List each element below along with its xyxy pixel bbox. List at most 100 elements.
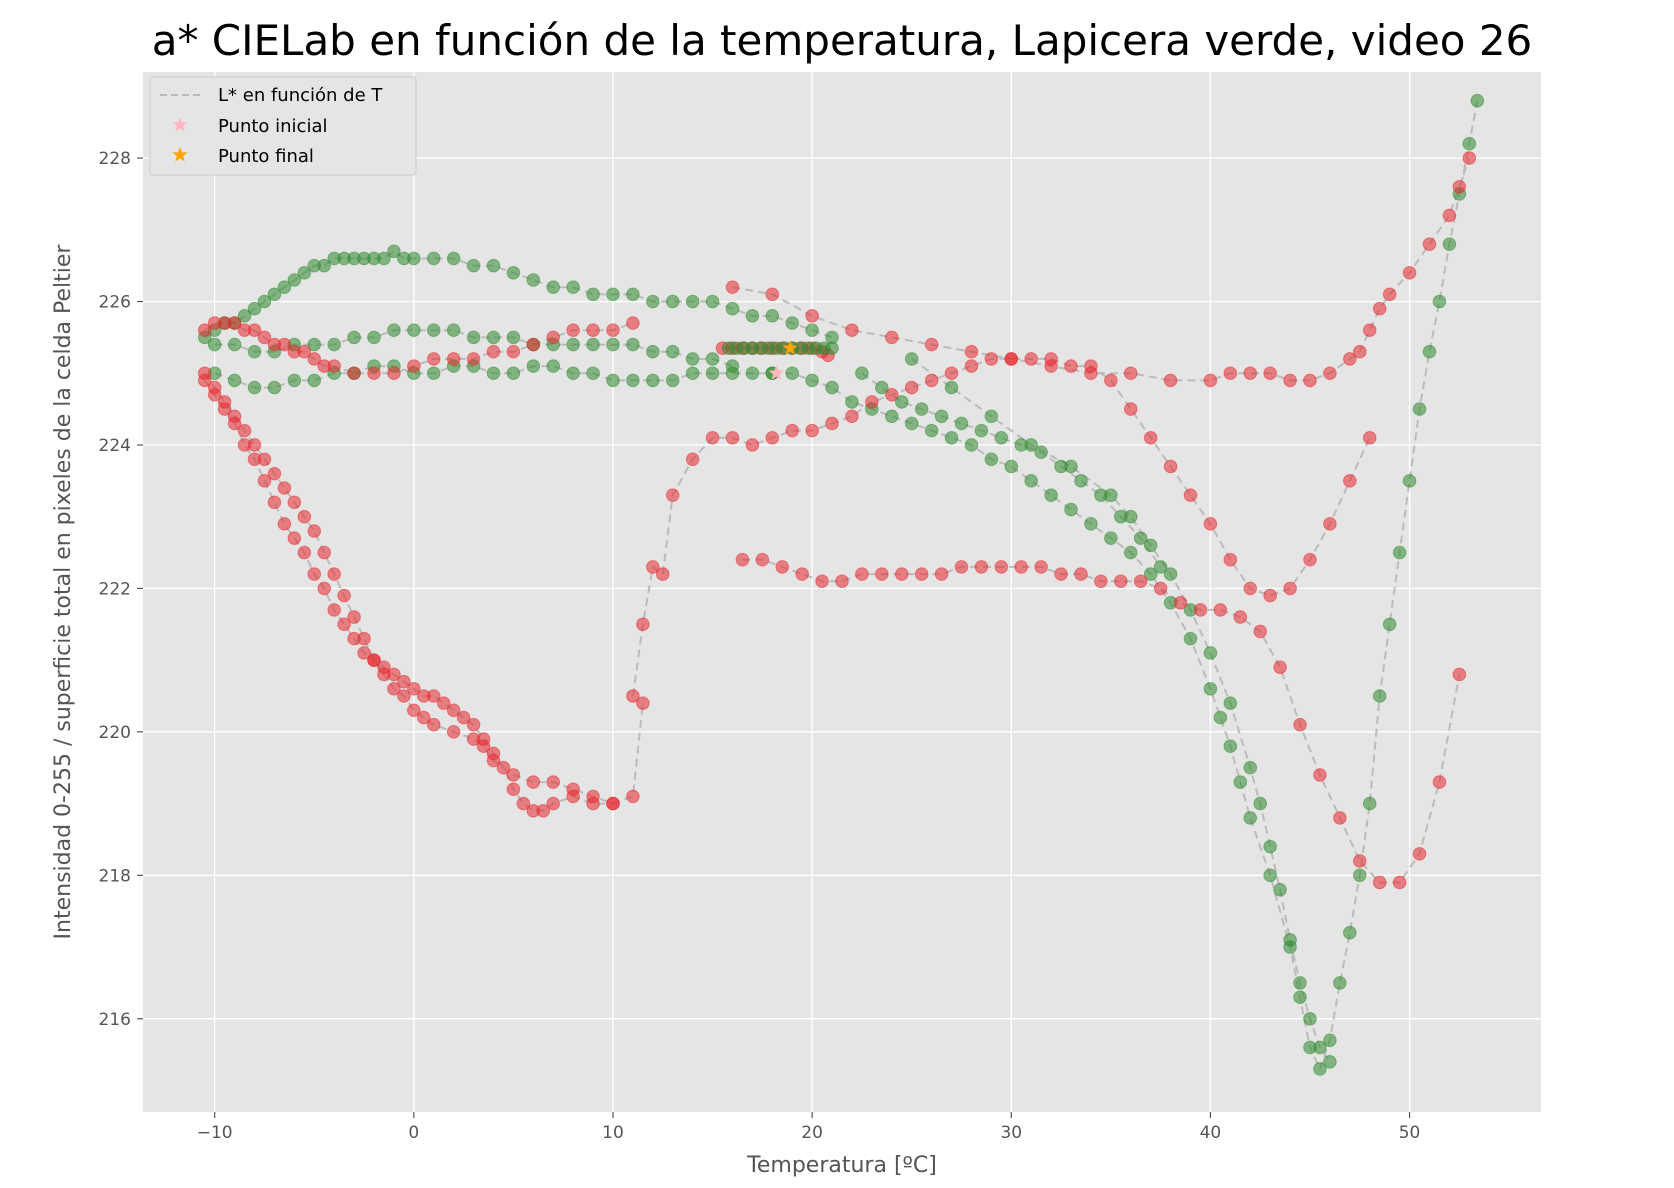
- data-point: [466, 330, 481, 345]
- data-point: [377, 251, 391, 266]
- data-point: [506, 266, 521, 280]
- data-point: [1333, 811, 1347, 825]
- data-point: [1133, 574, 1148, 589]
- data-point: [506, 782, 521, 797]
- data-point: [446, 251, 461, 266]
- data-point: [884, 387, 899, 402]
- data-point: [506, 768, 521, 782]
- data-point: [586, 796, 600, 811]
- data-point: [227, 373, 242, 388]
- data-point: [387, 682, 401, 696]
- data-point: [247, 344, 262, 359]
- data-point: [436, 696, 451, 710]
- data-point: [1123, 366, 1138, 381]
- data-point: [1313, 1040, 1327, 1055]
- data-point: [486, 746, 501, 761]
- data-point: [865, 395, 879, 409]
- data-point: [1203, 646, 1218, 660]
- data-point: [426, 251, 441, 266]
- data-point: [655, 567, 670, 581]
- data-point: [606, 323, 620, 338]
- y-tick-label: 216: [99, 1010, 131, 1030]
- data-point: [1074, 474, 1088, 488]
- data-point: [1004, 352, 1019, 366]
- data-point: [466, 352, 481, 366]
- data-point: [1362, 430, 1377, 445]
- data-point: [1143, 430, 1158, 445]
- data-point: [267, 466, 282, 481]
- data-point: [1054, 459, 1068, 474]
- legend-box: [149, 76, 417, 176]
- x-tick-label: 0: [408, 1123, 419, 1143]
- data-point: [327, 337, 341, 352]
- data-point: [1143, 567, 1158, 581]
- data-point: [1452, 179, 1467, 194]
- data-point: [287, 273, 302, 287]
- data-point: [845, 409, 859, 424]
- data-point: [1323, 1033, 1337, 1048]
- data-point: [1223, 366, 1238, 381]
- data-point: [1343, 352, 1357, 366]
- data-point: [287, 495, 302, 510]
- data-point: [805, 373, 819, 388]
- data-point: [1193, 603, 1208, 617]
- data-point: [277, 337, 292, 352]
- data-point: [626, 689, 640, 703]
- data-point: [1323, 366, 1337, 381]
- data-point: [1044, 488, 1058, 502]
- data-point: [894, 567, 909, 581]
- data-point: [486, 258, 501, 273]
- data-point: [1143, 538, 1158, 553]
- data-point: [1203, 373, 1218, 388]
- data-point: [307, 567, 322, 581]
- data-point: [705, 294, 720, 309]
- data-point: [367, 330, 381, 345]
- series-line: [732, 157, 1471, 382]
- data-point: [1432, 775, 1447, 789]
- data-point: [1213, 710, 1228, 725]
- data-point: [1054, 567, 1068, 581]
- data-point: [1470, 93, 1485, 108]
- y-tick-label: 224: [99, 436, 131, 456]
- x-tick-label: 30: [1000, 1123, 1022, 1143]
- data-point: [546, 775, 561, 789]
- data-point: [1343, 925, 1357, 940]
- data-point: [536, 803, 551, 818]
- data-point: [337, 617, 351, 632]
- data-point: [636, 617, 650, 632]
- data-point: [765, 430, 780, 445]
- plot-area: [143, 72, 1541, 1112]
- data-point: [1104, 531, 1118, 546]
- data-point: [805, 423, 819, 438]
- data-point: [377, 660, 391, 675]
- data-point: [1343, 474, 1357, 488]
- data-point: [974, 423, 989, 438]
- data-point: [725, 280, 740, 294]
- data-point: [705, 352, 720, 366]
- data-point: [626, 287, 640, 302]
- x-tick-label: 40: [1200, 1123, 1222, 1143]
- data-point: [646, 373, 660, 388]
- data-point: [1283, 373, 1297, 388]
- data-point: [636, 696, 650, 710]
- data-point: [785, 316, 800, 330]
- data-point: [1163, 373, 1178, 388]
- data-point: [486, 366, 501, 381]
- data-point: [745, 309, 760, 323]
- data-point: [546, 796, 561, 811]
- data-point: [1014, 438, 1029, 452]
- data-point: [317, 581, 332, 596]
- start-end-markers: [768, 340, 798, 380]
- series-line: [204, 322, 634, 375]
- data-point: [257, 330, 272, 345]
- data-point: [765, 309, 780, 323]
- data-point: [875, 567, 889, 581]
- legend-label-start: Punto inicial: [218, 116, 328, 137]
- data-point: [875, 380, 889, 395]
- data-point: [407, 251, 421, 266]
- data-point: [845, 323, 859, 338]
- data-point: [1352, 344, 1367, 359]
- data-point: [825, 416, 839, 431]
- series-points: [197, 93, 1485, 1076]
- data-point: [1402, 474, 1417, 488]
